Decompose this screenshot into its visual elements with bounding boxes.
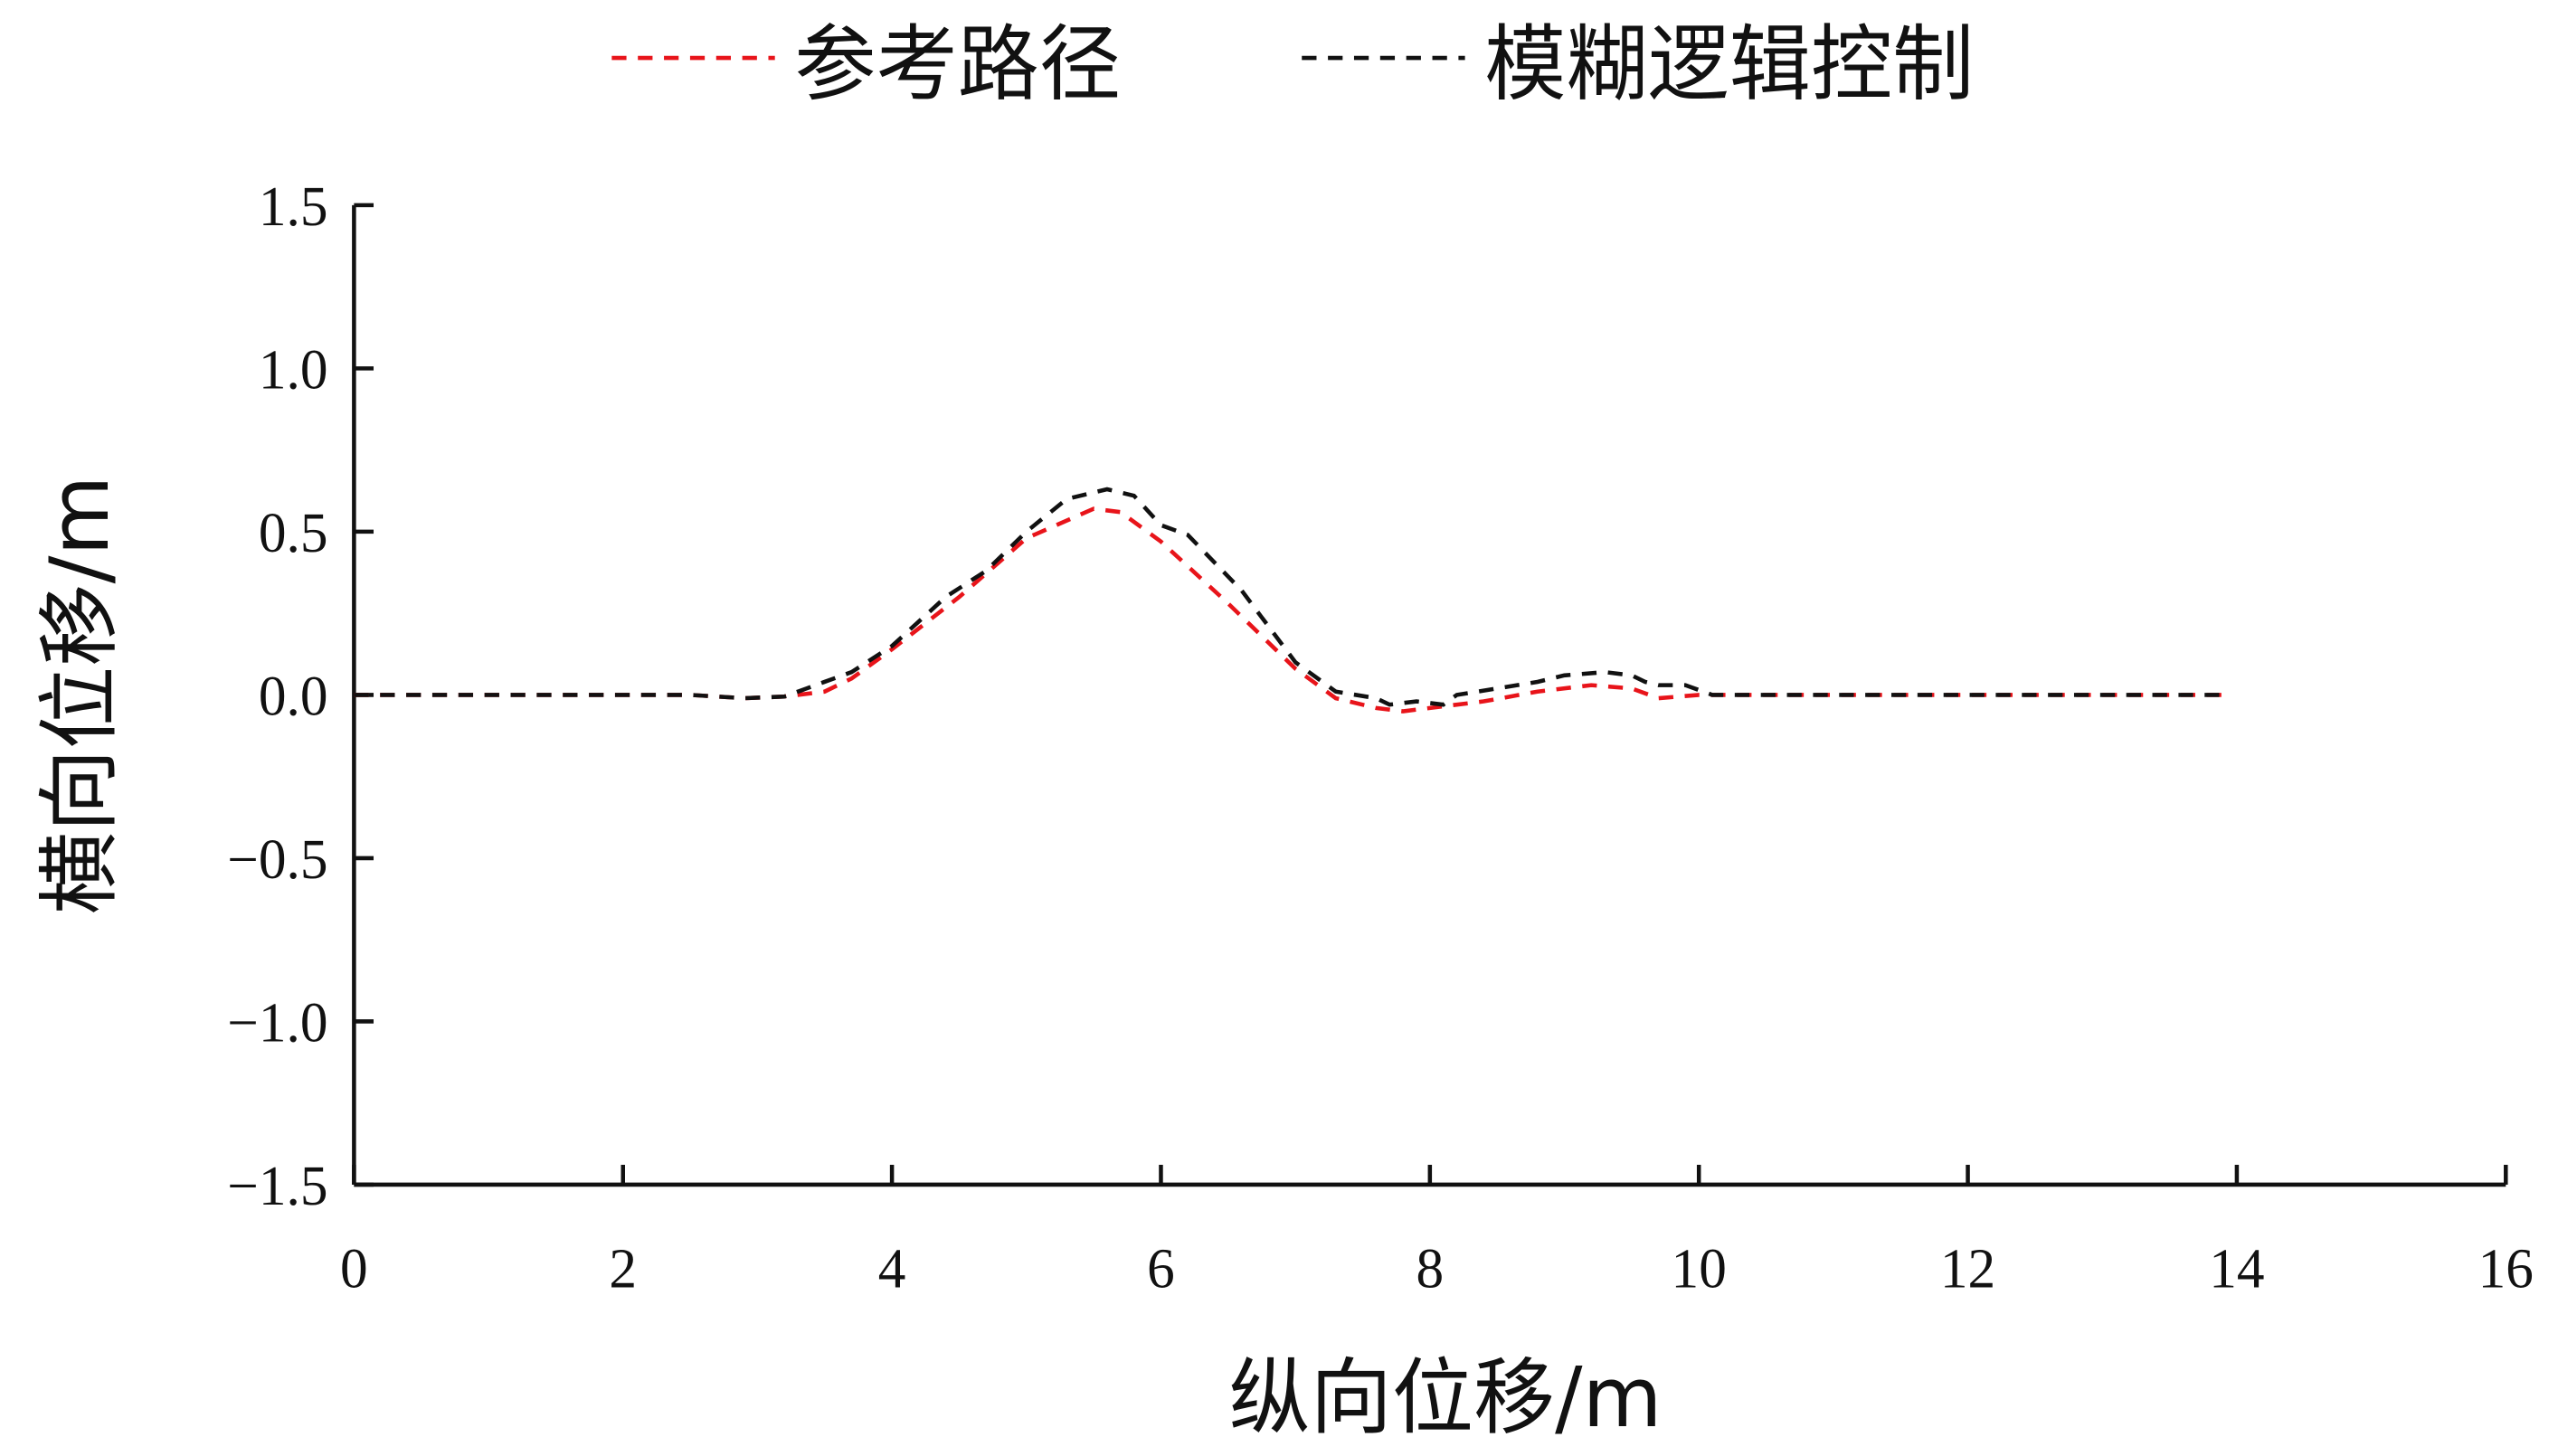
x-tick-label: 10 bbox=[1672, 1238, 1727, 1300]
x-tick-label: 14 bbox=[2209, 1238, 2264, 1300]
legend-label: 模糊逻辑控制 bbox=[1484, 17, 1974, 113]
series-line bbox=[354, 506, 2224, 714]
x-tick-label: 2 bbox=[609, 1238, 637, 1300]
x-tick-label: 8 bbox=[1416, 1238, 1445, 1300]
y-axis-label: 横向位移/m bbox=[33, 475, 128, 914]
y-tick-label: −1.0 bbox=[227, 992, 327, 1054]
y-tick-label: 1.5 bbox=[259, 175, 328, 237]
x-tick-label: 6 bbox=[1147, 1238, 1175, 1300]
y-tick-label: 0.5 bbox=[259, 502, 328, 563]
y-tick-label: −0.5 bbox=[227, 828, 327, 890]
x-tick-label: 0 bbox=[340, 1238, 368, 1300]
series-line bbox=[354, 487, 2224, 707]
y-tick-label: −1.5 bbox=[227, 1156, 327, 1217]
legend-label: 参考路径 bbox=[794, 17, 1121, 113]
y-tick-label: 0.0 bbox=[259, 666, 328, 727]
x-tick-label: 16 bbox=[2478, 1238, 2534, 1300]
x-axis-label: 纵向位移/m bbox=[1228, 1350, 1662, 1446]
y-tick-label: 1.0 bbox=[259, 339, 328, 401]
x-tick-label: 12 bbox=[1940, 1238, 1995, 1300]
x-tick-label: 4 bbox=[878, 1238, 906, 1300]
